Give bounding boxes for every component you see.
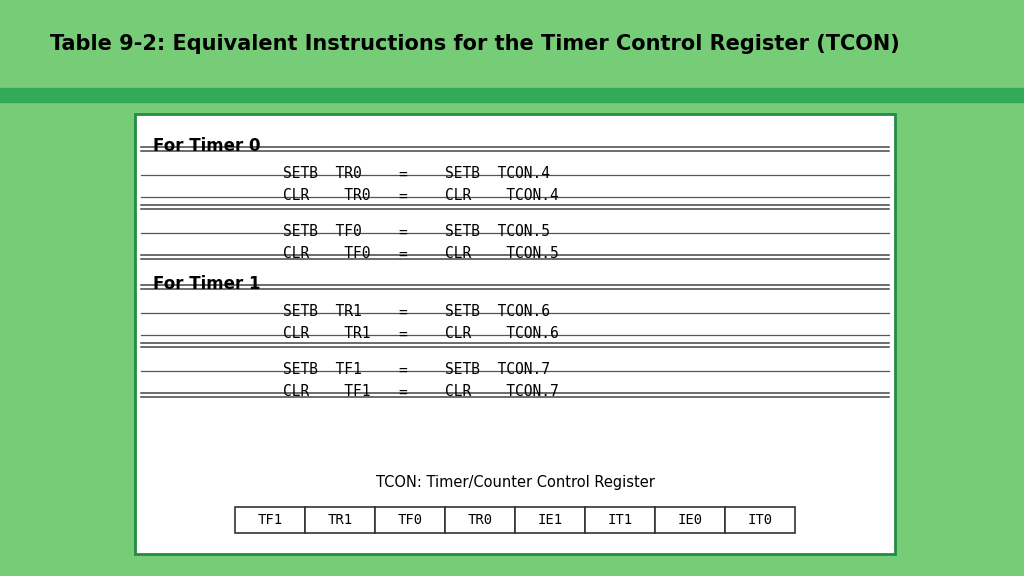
Text: CLR    TCON.7: CLR TCON.7 [445, 385, 559, 400]
Text: TCON: Timer/Counter Control Register: TCON: Timer/Counter Control Register [376, 475, 654, 490]
Text: =: = [398, 385, 408, 400]
Bar [234, 507, 305, 533]
Bar [0, 88, 1024, 102]
Text: IE1: IE1 [538, 513, 562, 527]
Text: IT0: IT0 [748, 513, 772, 527]
Text: =: = [398, 225, 408, 240]
Text: IT1: IT1 [607, 513, 633, 527]
Text: CLR    TF0: CLR TF0 [283, 247, 371, 262]
Text: Table 9-2: Equivalent Instructions for the Timer Control Register (TCON): Table 9-2: Equivalent Instructions for t… [50, 34, 900, 54]
Text: SETB  TCON.6: SETB TCON.6 [445, 305, 550, 320]
Bar [305, 507, 375, 533]
Text: =: = [398, 247, 408, 262]
Text: TR1: TR1 [328, 513, 352, 527]
Text: CLR    TF1: CLR TF1 [283, 385, 371, 400]
Text: CLR    TCON.6: CLR TCON.6 [445, 327, 559, 342]
Text: SETB  TF1: SETB TF1 [283, 362, 361, 377]
Text: CLR    TR0: CLR TR0 [283, 188, 371, 203]
Text: =: = [398, 166, 408, 181]
Text: For Timer 1: For Timer 1 [153, 275, 260, 293]
Text: IE0: IE0 [678, 513, 702, 527]
Text: CLR    TR1: CLR TR1 [283, 327, 371, 342]
Bar [655, 507, 725, 533]
Text: TF0: TF0 [397, 513, 423, 527]
Bar [585, 507, 655, 533]
Text: SETB  TCON.4: SETB TCON.4 [445, 166, 550, 181]
Bar [515, 507, 585, 533]
Text: SETB  TR0: SETB TR0 [283, 166, 361, 181]
Text: SETB  TR1: SETB TR1 [283, 305, 361, 320]
Bar [375, 507, 445, 533]
Text: CLR    TCON.5: CLR TCON.5 [445, 247, 559, 262]
FancyBboxPatch shape [135, 114, 895, 554]
Text: SETB  TCON.7: SETB TCON.7 [445, 362, 550, 377]
Text: =: = [398, 327, 408, 342]
Bar [445, 507, 515, 533]
Text: =: = [398, 362, 408, 377]
Text: SETB  TF0: SETB TF0 [283, 225, 361, 240]
Text: =: = [398, 305, 408, 320]
Bar [725, 507, 795, 533]
Text: TR0: TR0 [467, 513, 493, 527]
Bar [0, 0, 1024, 88]
Text: SETB  TCON.5: SETB TCON.5 [445, 225, 550, 240]
Text: TF1: TF1 [257, 513, 283, 527]
Text: =: = [398, 188, 408, 203]
Text: CLR    TCON.4: CLR TCON.4 [445, 188, 559, 203]
Text: For Timer 0: For Timer 0 [153, 137, 260, 155]
